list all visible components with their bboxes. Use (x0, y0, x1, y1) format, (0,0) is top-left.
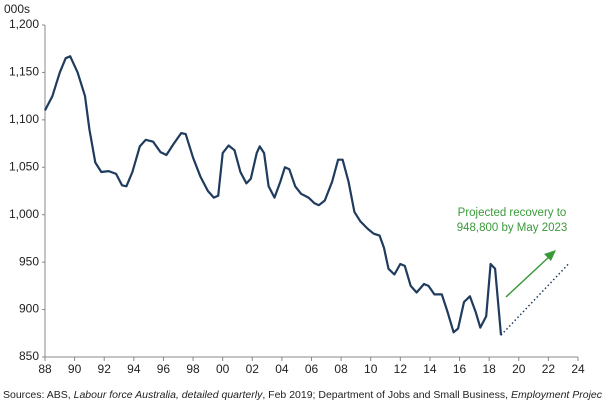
source-part: Employment Projections (511, 389, 602, 401)
x-tick-label: 10 (364, 362, 378, 376)
y-axis-label: 000s (4, 2, 30, 16)
x-tick-label: 12 (394, 362, 408, 376)
y-tick-label: 1,000 (9, 207, 39, 221)
source-part: Sources: ABS, (3, 389, 74, 401)
x-tick-label: 22 (542, 362, 556, 376)
x-tick-label: 20 (512, 362, 526, 376)
x-tick-label: 08 (334, 362, 348, 376)
x-tick-label: 96 (157, 362, 171, 376)
annotation: Projected recovery to (458, 207, 567, 219)
series-line (44, 55, 503, 336)
x-tick-label: 00 (216, 362, 230, 376)
x-tick-label: 06 (305, 362, 319, 376)
x-tick-label: 90 (68, 362, 82, 376)
x-tick-label: 14 (423, 362, 437, 376)
x-tick-label: 92 (98, 362, 112, 376)
x-tick-label: 02 (246, 362, 260, 376)
x-tick-label: 88 (38, 362, 52, 376)
x-tick-label: 94 (127, 362, 141, 376)
annotation-arrowhead (544, 250, 556, 261)
y-tick-label: 1,050 (9, 159, 39, 173)
source-part: Labour force Australia, detailed quarter… (74, 389, 263, 401)
x-tick-label: 04 (275, 362, 289, 376)
y-tick-label: 850 (19, 349, 39, 363)
source-note: Sources: ABS, Labour force Australia, de… (3, 389, 602, 401)
y-tick-label: 1,150 (9, 65, 39, 79)
y-tick-label: 950 (19, 254, 39, 268)
x-tick-label: 98 (186, 362, 200, 376)
y-tick-label: 900 (19, 302, 39, 316)
source-part: , Feb 2019; Department of Jobs and Small… (262, 389, 511, 401)
x-tick-label: 16 (453, 362, 467, 376)
y-tick-label: 1,100 (9, 112, 39, 126)
x-tick-label: 24 (571, 362, 585, 376)
series-line (500, 262, 570, 336)
x-tick-label: 18 (482, 362, 496, 376)
y-tick-label: 1,200 (9, 17, 39, 31)
annotation-arrow (505, 255, 551, 298)
annotation: 948,800 by May 2023 (457, 222, 568, 234)
